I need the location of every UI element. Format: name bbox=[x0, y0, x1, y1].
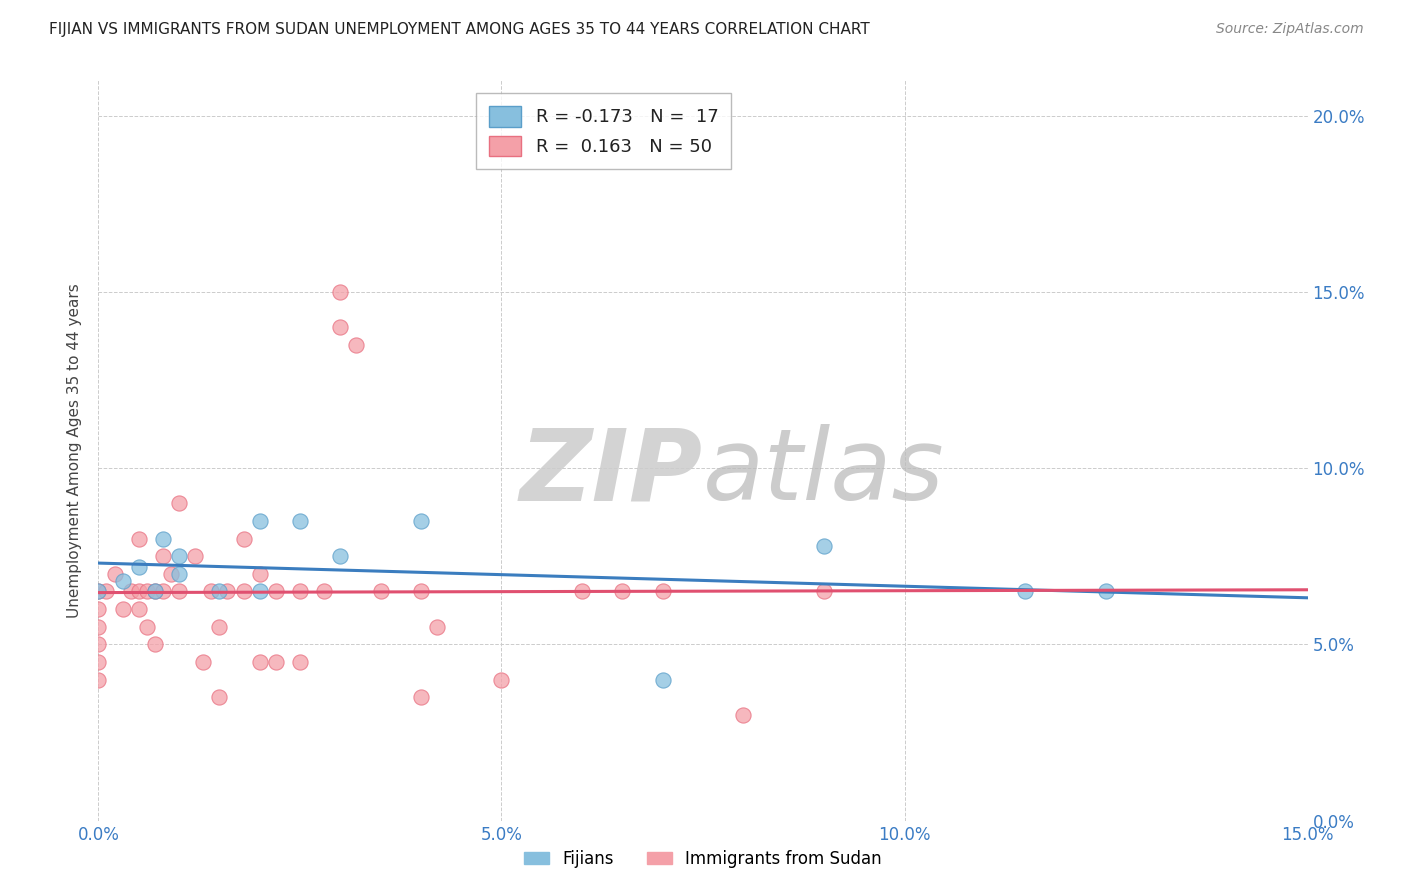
Point bbox=[120, 584, 142, 599]
Text: Source: ZipAtlas.com: Source: ZipAtlas.com bbox=[1216, 22, 1364, 37]
Point bbox=[264, 655, 287, 669]
Point bbox=[167, 549, 190, 564]
Point bbox=[409, 514, 432, 528]
Point bbox=[103, 566, 125, 581]
Text: FIJIAN VS IMMIGRANTS FROM SUDAN UNEMPLOYMENT AMONG AGES 35 TO 44 YEARS CORRELATI: FIJIAN VS IMMIGRANTS FROM SUDAN UNEMPLOY… bbox=[49, 22, 870, 37]
Point bbox=[87, 620, 110, 634]
Point bbox=[87, 637, 110, 651]
Point bbox=[111, 574, 134, 588]
Point bbox=[264, 584, 287, 599]
Point bbox=[1095, 584, 1118, 599]
Point bbox=[426, 620, 449, 634]
Point bbox=[87, 602, 110, 616]
Text: atlas: atlas bbox=[703, 425, 945, 521]
Point bbox=[135, 620, 157, 634]
Point bbox=[314, 584, 336, 599]
Point bbox=[813, 584, 835, 599]
Point bbox=[288, 655, 311, 669]
Point bbox=[87, 584, 110, 599]
Point bbox=[249, 584, 271, 599]
Point bbox=[193, 655, 215, 669]
Point bbox=[160, 566, 183, 581]
Point bbox=[111, 602, 134, 616]
Point bbox=[288, 584, 311, 599]
Point bbox=[651, 584, 673, 599]
Point bbox=[249, 566, 271, 581]
Legend: Fijians, Immigrants from Sudan: Fijians, Immigrants from Sudan bbox=[517, 844, 889, 875]
Point bbox=[128, 532, 150, 546]
Text: ZIP: ZIP bbox=[520, 425, 703, 521]
Point bbox=[87, 655, 110, 669]
Point bbox=[200, 584, 222, 599]
Point bbox=[135, 584, 157, 599]
Point bbox=[491, 673, 513, 687]
Point bbox=[167, 496, 190, 510]
Point bbox=[143, 584, 166, 599]
Point bbox=[128, 584, 150, 599]
Point bbox=[208, 690, 231, 705]
Point bbox=[87, 584, 110, 599]
Legend: R = -0.173   N =  17, R =  0.163   N = 50: R = -0.173 N = 17, R = 0.163 N = 50 bbox=[477, 93, 731, 169]
Point bbox=[232, 584, 254, 599]
Point bbox=[288, 514, 311, 528]
Point bbox=[96, 584, 118, 599]
Point bbox=[329, 285, 352, 299]
Point bbox=[232, 532, 254, 546]
Point bbox=[733, 707, 755, 722]
Point bbox=[409, 690, 432, 705]
Point bbox=[612, 584, 634, 599]
Point bbox=[152, 584, 174, 599]
Point bbox=[409, 584, 432, 599]
Point bbox=[249, 514, 271, 528]
Point bbox=[152, 549, 174, 564]
Point bbox=[128, 602, 150, 616]
Point bbox=[152, 532, 174, 546]
Point bbox=[1014, 584, 1036, 599]
Point bbox=[329, 549, 352, 564]
Point bbox=[813, 539, 835, 553]
Point bbox=[143, 637, 166, 651]
Point bbox=[208, 584, 231, 599]
Point bbox=[651, 673, 673, 687]
Point bbox=[370, 584, 392, 599]
Point bbox=[167, 584, 190, 599]
Point bbox=[184, 549, 207, 564]
Point bbox=[208, 620, 231, 634]
Point bbox=[344, 337, 367, 351]
Point bbox=[143, 584, 166, 599]
Point bbox=[128, 559, 150, 574]
Point bbox=[571, 584, 593, 599]
Point bbox=[167, 566, 190, 581]
Point bbox=[329, 320, 352, 334]
Point bbox=[249, 655, 271, 669]
Y-axis label: Unemployment Among Ages 35 to 44 years: Unemployment Among Ages 35 to 44 years bbox=[67, 283, 83, 618]
Point bbox=[87, 673, 110, 687]
Point bbox=[217, 584, 239, 599]
